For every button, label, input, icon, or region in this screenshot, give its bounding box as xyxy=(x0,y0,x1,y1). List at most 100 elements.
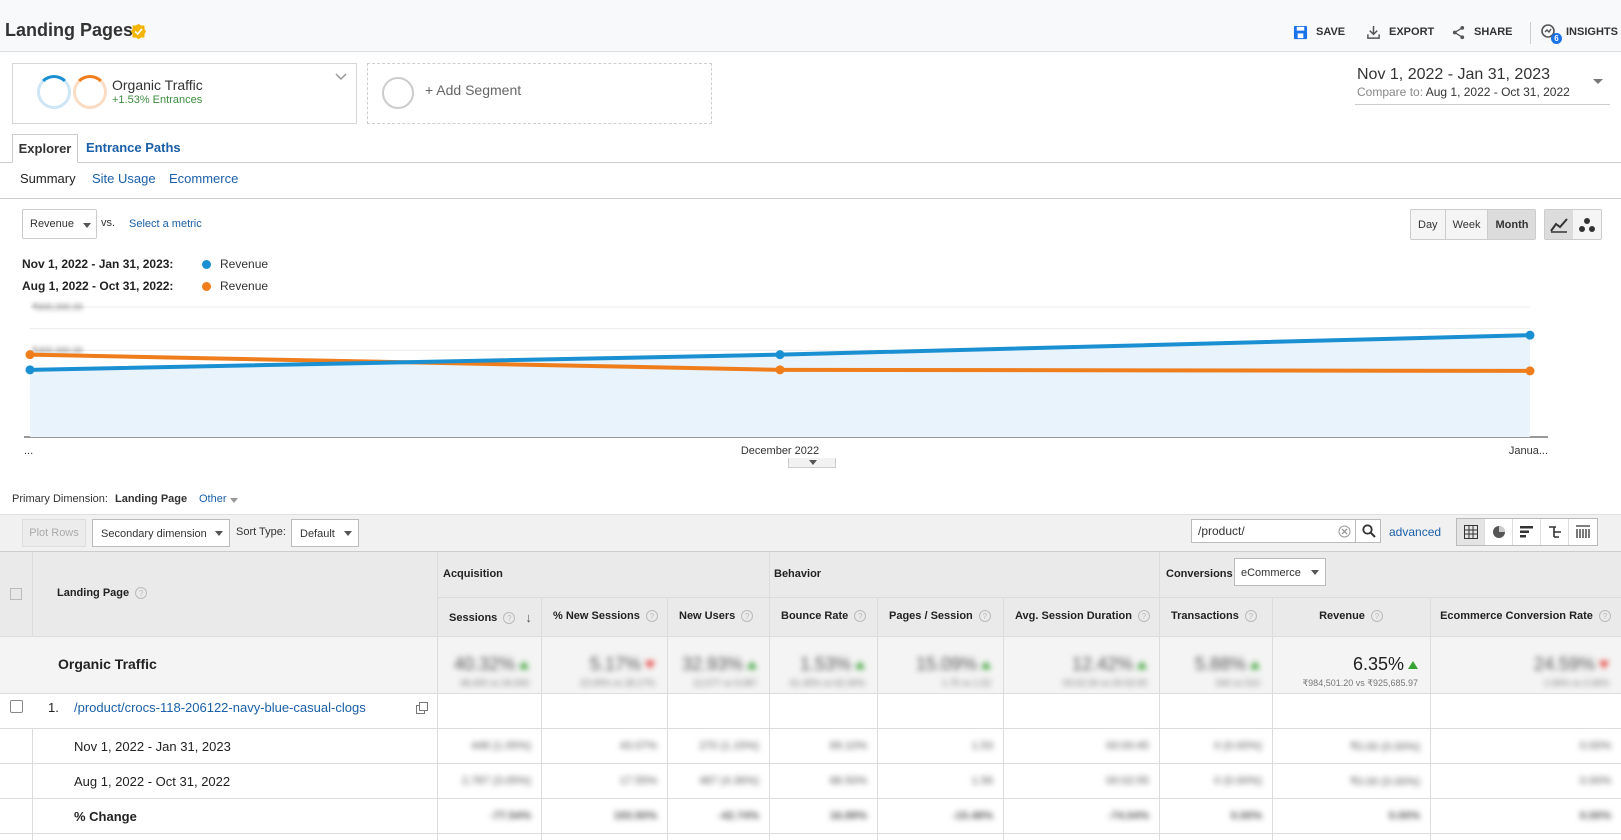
caret-down-icon xyxy=(344,531,352,536)
line-chart-button[interactable] xyxy=(1545,210,1573,239)
column-header-transactions[interactable]: Transactions? xyxy=(1171,610,1257,622)
period-day-button[interactable]: Day xyxy=(1411,210,1446,239)
column-header-new-users[interactable]: New Users? xyxy=(679,610,754,622)
column-header-avg-session-duration[interactable]: Avg. Session Duration? xyxy=(1015,610,1150,622)
help-icon[interactable]: ? xyxy=(503,611,516,624)
motion-chart-button[interactable] xyxy=(1573,210,1601,239)
pie-chart-icon xyxy=(1492,526,1505,538)
secondary-dimension-select[interactable]: Secondary dimension xyxy=(92,519,230,547)
summary-value-text: 24.59% xyxy=(1533,654,1595,674)
series-point-1 xyxy=(775,365,785,375)
chart-collapse-handle[interactable] xyxy=(788,458,836,468)
column-divider xyxy=(769,597,770,840)
help-icon[interactable]: ? xyxy=(1370,610,1383,622)
chevron-down-icon[interactable] xyxy=(1592,78,1604,86)
column-header-pages-session[interactable]: Pages / Session? xyxy=(889,610,991,622)
subtab-divider xyxy=(0,198,1621,199)
conversions-goal-value: eCommerce xyxy=(1241,567,1301,579)
row-divider xyxy=(0,763,1621,764)
view-pivot-button[interactable] xyxy=(1569,519,1597,545)
clear-search-icon[interactable] xyxy=(1338,525,1351,538)
table-cell: 69.10% xyxy=(829,740,867,752)
save-button[interactable]: SAVE xyxy=(1293,21,1345,43)
trend-up-icon xyxy=(981,661,991,670)
column-header-revenue[interactable]: Revenue? xyxy=(1272,610,1430,622)
column-header-ecommerce-conversion-rate[interactable]: Ecommerce Conversion Rate? xyxy=(1430,610,1621,622)
date-range[interactable]: Nov 1, 2022 - Jan 31, 2023 xyxy=(1357,66,1551,83)
line-chart-icon xyxy=(1550,217,1568,233)
series-area-0 xyxy=(30,335,1530,437)
landing-page-header-label: Landing Page xyxy=(57,587,130,599)
subtab-ecommerce[interactable]: Ecommerce xyxy=(169,171,239,186)
sort-type-select[interactable]: Default xyxy=(291,519,359,547)
table-cell: -74.04% xyxy=(1108,810,1149,822)
table-header-bg xyxy=(0,552,1621,636)
comparison-row-label: % Change xyxy=(74,809,137,824)
subtab-summary[interactable]: Summary xyxy=(20,171,76,186)
tab-explorer[interactable]: Explorer xyxy=(12,134,78,163)
select-metric-link[interactable]: Select a metric xyxy=(129,218,202,230)
help-icon[interactable]: ? xyxy=(1137,610,1150,622)
help-icon[interactable]: ? xyxy=(1244,610,1257,622)
column-header-label: New Users xyxy=(679,610,736,622)
chevron-down-icon[interactable] xyxy=(335,73,347,81)
conversions-goal-select[interactable]: eCommerce xyxy=(1234,558,1326,586)
primary-dimension-other[interactable]: Other xyxy=(199,493,238,505)
help-icon[interactable]: ? xyxy=(1598,610,1611,622)
primary-dimension-label: Primary Dimension: xyxy=(12,493,108,505)
help-icon[interactable]: ? xyxy=(135,587,148,599)
summary-value: 15.09% xyxy=(877,654,991,675)
table-search-input[interactable] xyxy=(1196,523,1336,539)
table-cell: 17.55% xyxy=(619,775,657,787)
table-cell: ₹0.00 (0.00%) xyxy=(1350,776,1420,788)
column-header--new-sessions[interactable]: % New Sessions? xyxy=(553,610,658,622)
table-cell: 487 (4.36%) xyxy=(699,775,759,787)
period-month-button[interactable]: Month xyxy=(1488,210,1536,239)
plot-rows-button[interactable]: Plot Rows xyxy=(22,519,86,547)
tab-entrance-paths[interactable]: Entrance Paths xyxy=(86,140,181,155)
export-button[interactable]: EXPORT xyxy=(1366,21,1434,43)
help-icon[interactable]: ? xyxy=(645,610,658,622)
landing-page-link[interactable]: /product/crocs-118-206122-navy-blue-casu… xyxy=(74,700,366,715)
primary-dimension-value[interactable]: Landing Page xyxy=(115,493,188,505)
table-cell: -77.54% xyxy=(490,810,531,822)
view-comparison-button[interactable] xyxy=(1541,519,1569,545)
column-header-sessions[interactable]: Sessions? ↓ xyxy=(449,610,532,625)
add-segment-button[interactable] xyxy=(367,63,712,124)
share-button[interactable]: SHARE xyxy=(1451,21,1513,43)
advanced-filter-link[interactable]: advanced xyxy=(1389,525,1442,539)
column-header-landing-page[interactable]: Landing Page? xyxy=(57,587,148,599)
column-header-label: Bounce Rate xyxy=(781,610,849,622)
row-checkbox[interactable] xyxy=(10,700,23,713)
primary-dimension-other-label: Other xyxy=(199,493,227,505)
data-table: Landing Page? Acquisition Behavior Conve… xyxy=(0,552,1621,840)
column-header-label: Avg. Session Duration xyxy=(1015,610,1132,622)
row-divider xyxy=(0,798,1621,799)
page-title: Landing Pages xyxy=(5,20,134,40)
view-pie-button[interactable] xyxy=(1485,519,1513,545)
subtab-site-usage[interactable]: Site Usage xyxy=(92,171,156,186)
period-week-button[interactable]: Week xyxy=(1446,210,1489,239)
legend-dot-compare xyxy=(202,282,211,291)
column-divider xyxy=(1430,597,1431,840)
insights-button[interactable]: 6 INSIGHTS xyxy=(1540,21,1618,44)
help-icon[interactable]: ? xyxy=(854,610,867,622)
secondary-dimension-label: Secondary dimension xyxy=(101,528,207,540)
add-segment-label: + Add Segment xyxy=(425,82,522,98)
summary-value-text: 6.35% xyxy=(1352,654,1404,674)
help-icon[interactable]: ? xyxy=(741,610,754,622)
help-icon[interactable]: ? xyxy=(978,610,991,622)
segment-card[interactable] xyxy=(12,63,357,124)
metric-select[interactable]: Revenue xyxy=(22,209,97,239)
summary-row-bg xyxy=(0,636,1621,693)
share-label: SHARE xyxy=(1474,26,1513,38)
column-header-bounce-rate[interactable]: Bounce Rate? xyxy=(781,610,867,622)
search-button[interactable] xyxy=(1355,520,1381,542)
motion-chart-icon xyxy=(1579,217,1595,232)
select-all-checkbox[interactable] xyxy=(10,588,22,600)
summary-sub: 12,077 vs 9,087 xyxy=(692,678,757,688)
view-data-table-button[interactable] xyxy=(1457,519,1485,545)
view-performance-button[interactable] xyxy=(1513,519,1541,545)
sort-descending-icon[interactable]: ↓ xyxy=(525,610,532,625)
open-external-icon[interactable] xyxy=(416,702,428,714)
